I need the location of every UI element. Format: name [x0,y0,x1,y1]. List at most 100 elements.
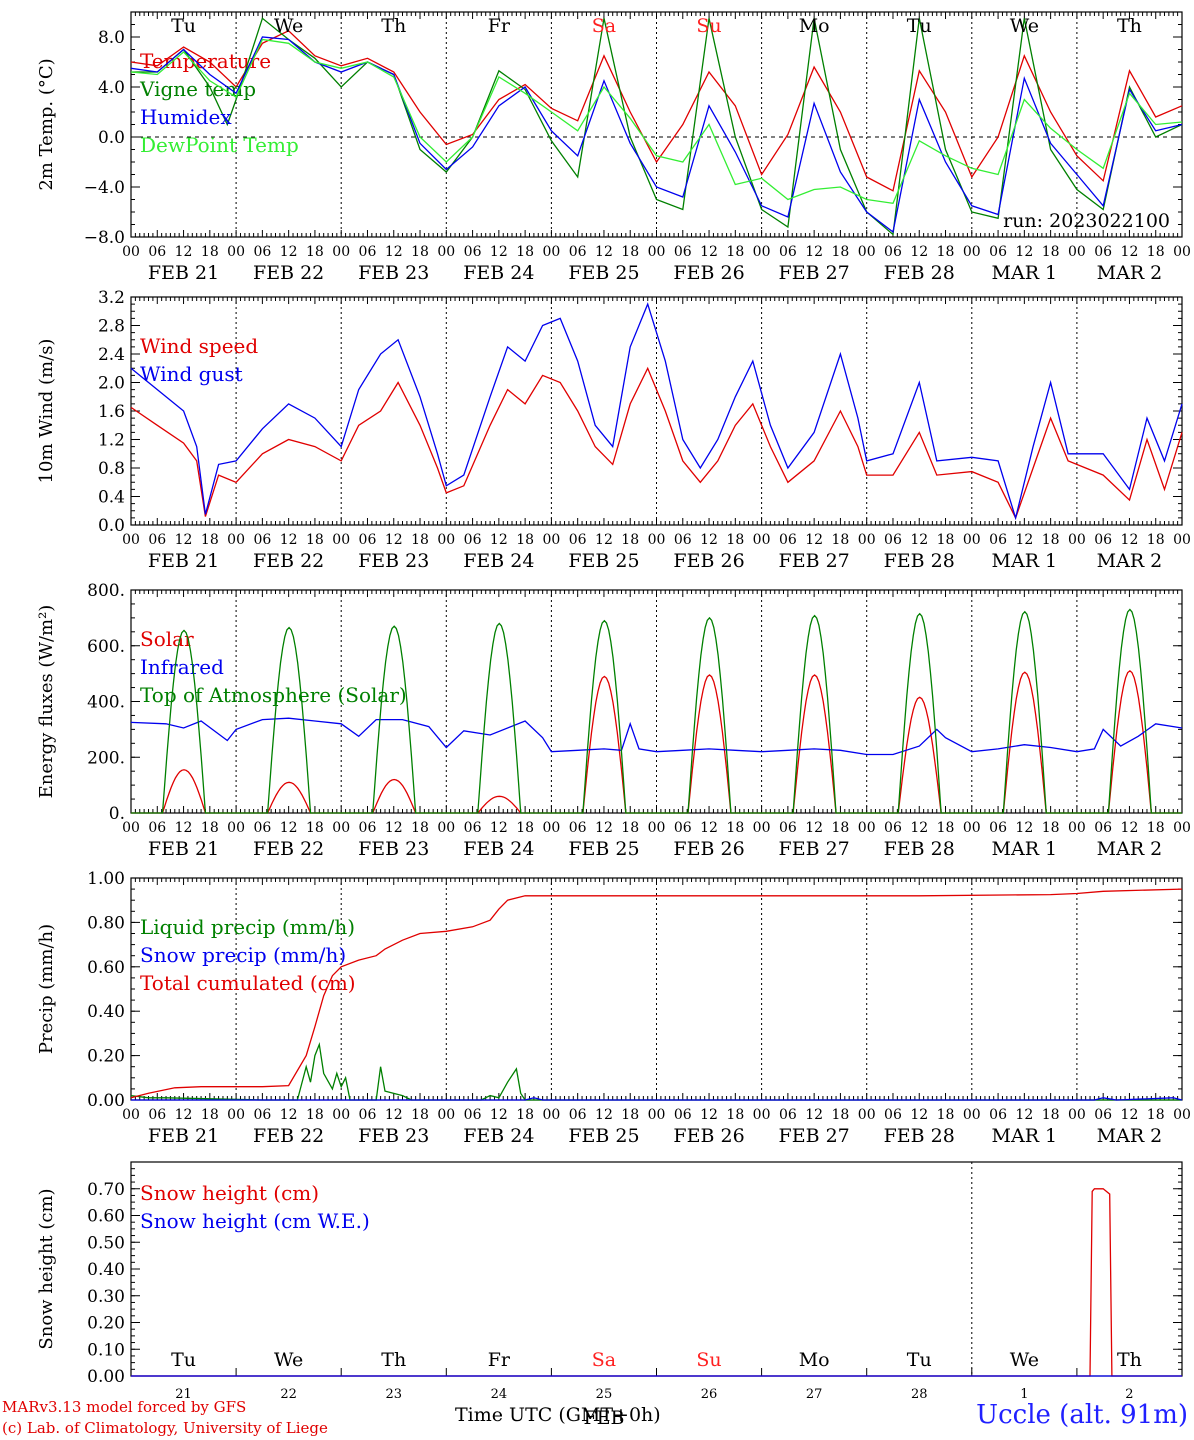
day-label: FEB 21 [148,550,219,572]
hour-tick-label: 06 [674,532,692,548]
hour-tick-label: 00 [753,532,771,548]
hour-tick-label: 12 [1015,1107,1033,1123]
hour-tick-label: 00 [963,244,981,260]
series-line-humidex [130,36,1183,234]
day-number-label: 26 [701,1387,718,1402]
hour-tick-label: 00 [437,532,455,548]
hour-tick-label: 12 [1015,820,1033,836]
hour-tick-label: 06 [989,244,1007,260]
hour-tick-label: 18 [411,820,429,836]
weekday-label: We [1010,1349,1039,1371]
hour-tick-label: 06 [569,820,587,836]
y-tick-label: 0.50 [87,1233,125,1253]
hour-tick-label: 12 [805,820,823,836]
day-label: FEB 24 [463,838,534,860]
hour-tick-label: 12 [175,1107,193,1123]
weekday-label: Th [1117,15,1142,37]
hour-tick-label: 00 [122,820,140,836]
credit-lab: (c) Lab. of Climatology, University of L… [2,1419,328,1437]
hour-tick-label: 18 [516,820,534,836]
hour-tick-label: 12 [385,532,403,548]
hour-tick-label: 06 [1094,244,1112,260]
hour-tick-label: 00 [437,820,455,836]
hour-tick-label: 12 [595,244,613,260]
day-number-label: 27 [806,1387,823,1402]
y-tick-label: −4.0 [84,178,125,198]
day-label: FEB 22 [253,838,324,860]
hour-tick-label: 18 [306,532,324,548]
x-axis-title-text: Time UTC (GMT+0h) [455,1404,661,1426]
hour-tick-label: 06 [148,532,166,548]
hour-tick-label: 00 [1068,1107,1086,1123]
panel-2: 0.0 0.4 0.8 1.2 1.6 2.0 2.4 2.8 3.2 10m Wind (m/s… [36,288,1191,572]
hour-tick-label: 00 [332,244,350,260]
hour-tick-label: 18 [1147,532,1165,548]
series-line-wind-gust [130,302,1183,521]
day-number-label: 22 [280,1387,297,1402]
day-label: FEB 24 [463,262,534,284]
day-label: FEB 28 [884,550,955,572]
hour-tick-label: 00 [122,244,140,260]
hour-tick-label: 18 [832,244,850,260]
y-tick-label: 800. [87,581,125,601]
hour-tick-label: 06 [884,820,902,836]
hour-tick-label: 12 [280,1107,298,1123]
hour-tick-label: 18 [306,1107,324,1123]
hour-tick-label: 06 [253,532,271,548]
hour-tick-label: 12 [595,820,613,836]
hour-tick-label: 18 [726,532,744,548]
run-label: run: 2023022100 [1003,210,1170,232]
y-tick-label: 0.30 [87,1287,125,1307]
legend-entry: DewPoint Temp [140,133,299,157]
hour-tick-label: 06 [359,532,377,548]
day-label: MAR 1 [992,1125,1058,1147]
hour-tick-label: 12 [490,1107,508,1123]
hour-tick-label: 00 [227,820,245,836]
y-axis-label: Snow height (cm) [36,1188,57,1349]
hour-tick-label: 00 [1068,820,1086,836]
hour-tick-label: 06 [1094,1107,1112,1123]
hour-tick-label: 06 [253,1107,271,1123]
hour-tick-label: 00 [1173,244,1191,260]
hour-tick-label: 18 [1042,1107,1060,1123]
day-label: MAR 2 [1097,1125,1163,1147]
series-line-wind-speed [130,366,1183,520]
hour-tick-label: 06 [148,244,166,260]
y-tick-label: 0.8 [98,459,125,479]
panel-4: 0.00 0.20 0.40 0.60 0.80 1.00 Precip (mm/h) Liq… [36,869,1191,1147]
hour-tick-label: 00 [437,244,455,260]
day-label: FEB 26 [673,262,744,284]
hour-tick-label: 18 [937,1107,955,1123]
hour-tick-label: 00 [963,820,981,836]
weekday-label: Tu [907,15,932,37]
day-label: FEB 21 [148,1125,219,1147]
hour-tick-label: 18 [621,820,639,836]
hour-tick-label: 18 [201,244,219,260]
hour-tick-label: 00 [542,532,560,548]
y-tick-label: 1.6 [98,402,125,422]
series-line-total-cumulated-cm- [130,888,1183,1099]
hour-tick-label: 18 [832,1107,850,1123]
hour-tick-label: 12 [175,244,193,260]
hour-tick-label: 12 [385,244,403,260]
hour-tick-label: 00 [227,1107,245,1123]
weekday-label: Sa [592,1349,616,1371]
day-label: FEB 28 [884,1125,955,1147]
y-tick-label: 0.80 [87,913,125,933]
hour-tick-label: 00 [1068,532,1086,548]
hour-tick-label: 18 [1147,244,1165,260]
y-tick-label: 8.0 [98,28,125,48]
series-line-top-of-atmosphere-solar- [131,608,1182,814]
hour-tick-label: 06 [464,820,482,836]
hour-tick-label: 06 [148,820,166,836]
hour-tick-label: 06 [779,820,797,836]
hour-tick-label: 06 [989,1107,1007,1123]
x-axis-title: Time UTC (GMT+0h) [455,1404,661,1426]
hour-tick-label: 18 [832,532,850,548]
hour-tick-label: 12 [1121,1107,1139,1123]
y-tick-label: 4.0 [98,78,125,98]
hour-tick-label: 06 [253,820,271,836]
panel-5: 0.00 0.10 0.20 0.30 0.40 0.50 0.60 0.70 Snow hei… [36,1161,1183,1429]
hour-tick-label: 06 [359,244,377,260]
hour-tick-label: 12 [175,532,193,548]
